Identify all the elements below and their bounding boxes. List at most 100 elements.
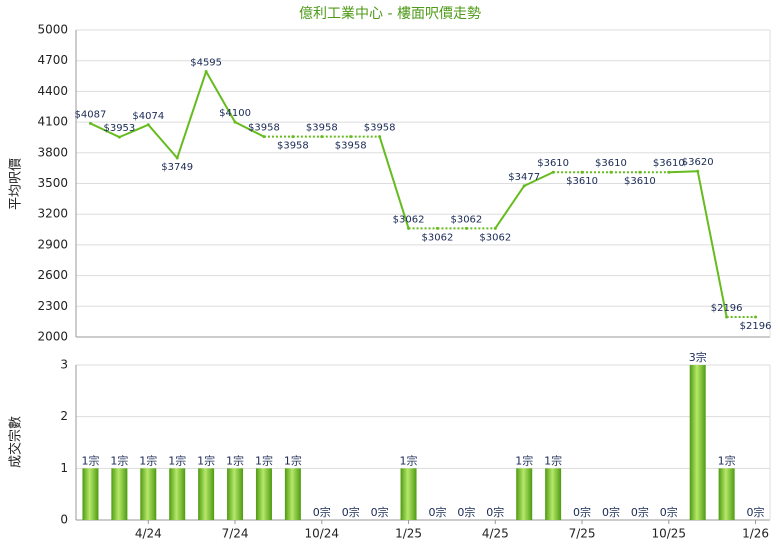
data-label: $3958 xyxy=(277,141,309,152)
data-label: 1宗 xyxy=(226,453,244,467)
data-point xyxy=(320,135,324,139)
line-segment xyxy=(523,171,554,187)
data-label: $3958 xyxy=(335,141,367,152)
data-label: 0宗 xyxy=(313,505,331,519)
data-label: $3477 xyxy=(508,172,540,183)
data-label: $3610 xyxy=(624,176,656,187)
bar xyxy=(255,468,272,520)
data-point xyxy=(204,69,208,73)
data-label: 0宗 xyxy=(342,505,360,519)
data-label: 0宗 xyxy=(602,505,620,519)
data-label: $3062 xyxy=(422,232,454,243)
data-label: 0宗 xyxy=(428,505,446,519)
data-label: 1宗 xyxy=(110,453,128,467)
line-segment xyxy=(118,123,149,139)
data-label: 1宗 xyxy=(139,453,157,467)
data-point xyxy=(696,169,700,173)
data-point xyxy=(638,170,642,174)
data-label: 1宗 xyxy=(168,453,186,467)
data-label: 1宗 xyxy=(718,453,736,467)
data-label: 1宗 xyxy=(284,453,302,467)
data-label: $3610 xyxy=(653,158,685,169)
data-point xyxy=(175,156,179,160)
bar xyxy=(284,468,301,520)
data-label: $4074 xyxy=(132,111,164,122)
data-label: 1宗 xyxy=(400,453,418,467)
bar xyxy=(516,468,533,520)
data-point xyxy=(725,315,729,319)
chart-title: 億利工業中心 - 樓面呎價走勢 xyxy=(299,5,481,22)
data-label: $3958 xyxy=(306,123,338,134)
data-label: $3610 xyxy=(595,158,627,169)
data-label: 3宗 xyxy=(689,350,707,364)
data-label: $3610 xyxy=(537,158,569,169)
data-point xyxy=(551,170,555,174)
x-tick-label: 1/25 xyxy=(395,527,422,541)
bar xyxy=(169,468,186,520)
y-tick-label: 4400 xyxy=(37,84,68,98)
x-tick-label: 4/24 xyxy=(135,527,162,541)
y-tick-label: 3 xyxy=(60,358,68,372)
y-axis-label: 成交宗數 xyxy=(8,416,24,468)
data-label: 1宗 xyxy=(197,453,215,467)
data-point xyxy=(667,170,671,174)
data-label: $3062 xyxy=(479,232,511,243)
data-label: $3062 xyxy=(450,214,482,225)
line-segment xyxy=(668,170,698,174)
bar xyxy=(689,365,706,520)
line-segment xyxy=(176,71,208,159)
line-segment xyxy=(205,70,236,123)
x-tick-label: 7/24 xyxy=(222,527,249,541)
data-label: 0宗 xyxy=(371,505,389,519)
y-tick-label: 2600 xyxy=(37,268,68,282)
y-tick-label: 5000 xyxy=(37,23,68,37)
data-point xyxy=(146,123,150,127)
data-label: 1宗 xyxy=(515,453,533,467)
y-tick-label: 1 xyxy=(60,461,68,475)
bar xyxy=(227,468,244,520)
line-segment xyxy=(696,171,728,318)
y-tick-label: 2 xyxy=(60,409,68,423)
data-label: $3610 xyxy=(566,176,598,187)
y-axis-label: 平均呎價 xyxy=(9,158,24,210)
line-segment xyxy=(147,124,178,159)
data-label: $3958 xyxy=(248,123,280,134)
data-label: 0宗 xyxy=(660,505,678,519)
x-tick-label: 7/25 xyxy=(569,527,596,541)
data-label: 0宗 xyxy=(457,505,475,519)
data-point xyxy=(291,135,295,139)
bar xyxy=(400,468,417,520)
data-label: $4100 xyxy=(219,108,251,119)
bar xyxy=(718,468,735,520)
x-tick-label: 1/26 xyxy=(742,527,769,541)
line-segment xyxy=(90,122,120,139)
data-label: 0宗 xyxy=(747,505,765,519)
y-tick-label: 2300 xyxy=(37,299,68,313)
data-point xyxy=(580,170,584,174)
bar xyxy=(82,468,99,520)
x-tick-label: 10/25 xyxy=(651,527,686,541)
line-segment xyxy=(378,136,410,229)
line-segment xyxy=(234,121,265,138)
data-label: $2196 xyxy=(711,303,743,314)
y-tick-label: 3800 xyxy=(37,145,68,159)
y-tick-label: 3500 xyxy=(37,176,68,190)
data-label: 0宗 xyxy=(631,505,649,519)
x-tick-label: 4/25 xyxy=(482,527,509,541)
data-point xyxy=(88,121,92,125)
data-label: $4595 xyxy=(190,57,222,68)
y-tick-label: 2000 xyxy=(37,330,68,344)
data-label: $3062 xyxy=(393,214,425,225)
data-label: 1宗 xyxy=(544,453,562,467)
line-segment xyxy=(494,185,526,229)
data-point xyxy=(522,184,526,188)
bar xyxy=(111,468,128,520)
data-point xyxy=(233,120,237,124)
data-point xyxy=(262,135,266,139)
y-tick-label: 3200 xyxy=(37,207,68,221)
data-label: 0宗 xyxy=(486,505,504,519)
data-point xyxy=(378,135,382,139)
data-label: 1宗 xyxy=(255,453,273,467)
bar xyxy=(140,468,157,520)
